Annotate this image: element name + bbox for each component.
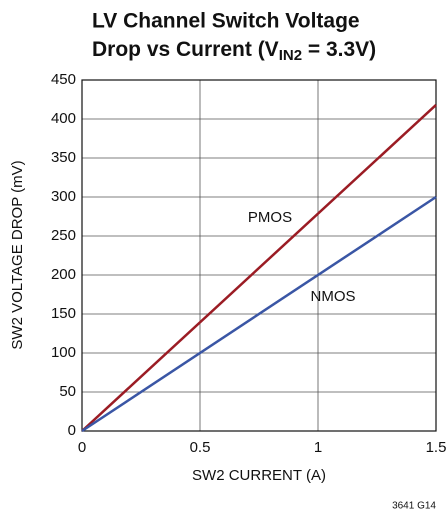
y-tick-label: 200 <box>51 266 76 283</box>
plot-frame <box>81 79 437 432</box>
title-subscript: IN2 <box>279 47 302 64</box>
x-tick-label: 1 <box>314 439 322 456</box>
chart-title: Drop vs Current (VIN2 = 3.3V) <box>92 38 376 64</box>
x-tick-label: 0.5 <box>190 439 211 456</box>
y-tick-label: 400 <box>51 110 76 127</box>
y-tick-label: 450 <box>51 71 76 88</box>
y-tick-label: 150 <box>51 305 76 322</box>
x-tick-label: 0 <box>78 439 86 456</box>
series-line <box>81 104 437 432</box>
y-tick-label: 100 <box>51 344 76 361</box>
chart-title: LV Channel Switch Voltage <box>92 10 360 33</box>
title-part: = 3.3V) <box>302 38 376 61</box>
y-tick-label: 250 <box>51 227 76 244</box>
series-label: PMOS <box>248 209 292 226</box>
y-tick-label: 350 <box>51 149 76 166</box>
x-tick-label: 1.5 <box>426 439 447 456</box>
title-part: Drop vs Current (V <box>92 38 279 61</box>
y-tick-label: 300 <box>51 188 76 205</box>
series-line <box>81 195 437 433</box>
footnote: 3641 G14 <box>392 501 436 510</box>
y-tick-label: 50 <box>59 383 76 400</box>
y-tick-label: 0 <box>68 422 76 439</box>
series-label: NMOS <box>311 288 356 305</box>
y-axis-label: SW2 VOLTAGE DROP (mV) <box>9 160 26 349</box>
x-axis-label: SW2 CURRENT (A) <box>192 467 326 484</box>
